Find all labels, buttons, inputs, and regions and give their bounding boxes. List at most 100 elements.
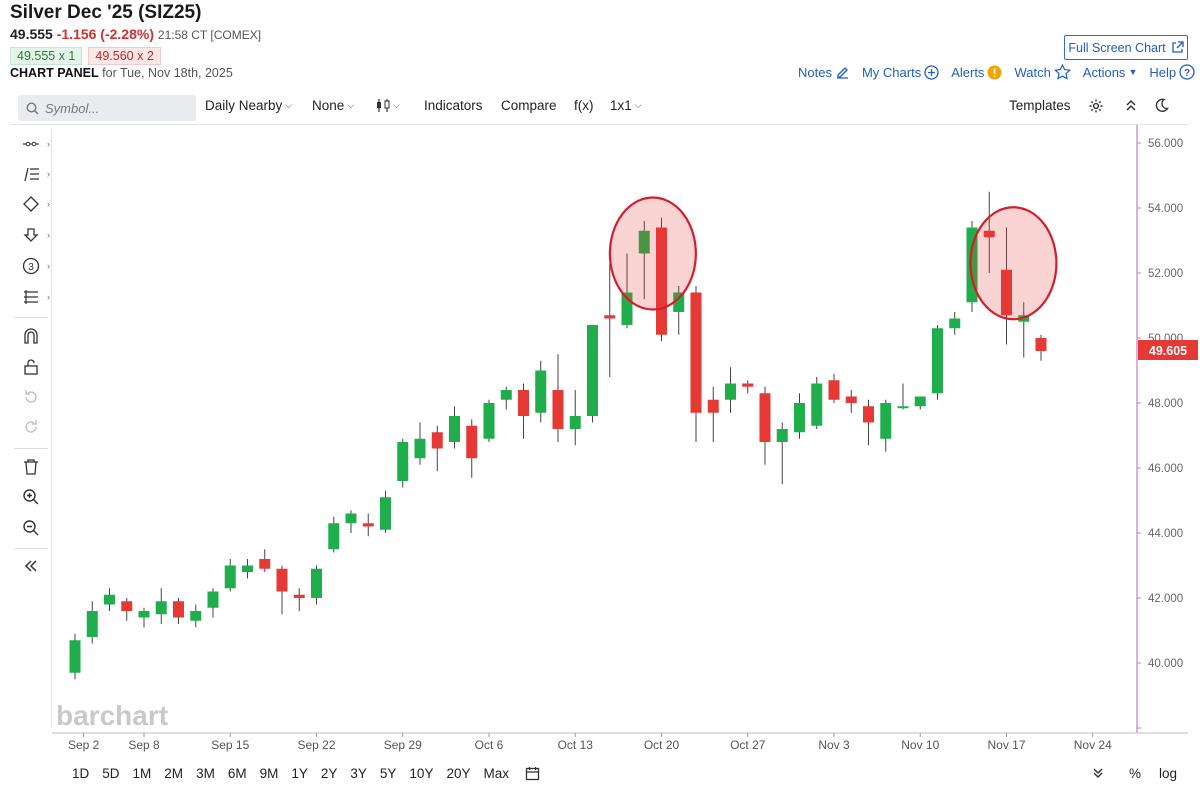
- zoom-in-button[interactable]: [10, 483, 52, 511]
- candle-body[interactable]: [742, 383, 754, 387]
- candle-body[interactable]: [1001, 269, 1012, 316]
- candle-body[interactable]: [569, 416, 581, 429]
- candle-body[interactable]: [914, 396, 926, 407]
- compare-button[interactable]: Compare: [501, 98, 557, 113]
- shape-tool[interactable]: ›: [10, 190, 52, 218]
- candle-body[interactable]: [259, 559, 271, 569]
- candle-body[interactable]: [500, 390, 512, 400]
- period-button-max[interactable]: Max: [483, 765, 509, 781]
- pen-tool[interactable]: ›: [10, 160, 52, 188]
- period-button-6m[interactable]: 6M: [227, 765, 247, 781]
- candle-body[interactable]: [949, 318, 961, 329]
- candle-body[interactable]: [983, 230, 995, 238]
- period-button-20y[interactable]: 20Y: [446, 765, 471, 781]
- chart-type-dropdown[interactable]: ⌵: [376, 98, 400, 113]
- period-button-1m[interactable]: 1M: [132, 765, 152, 781]
- period-button-1y[interactable]: 1Y: [291, 765, 308, 781]
- dark-mode-toggle[interactable]: [1154, 98, 1169, 113]
- period-button-10y[interactable]: 10Y: [409, 765, 434, 781]
- candle-body[interactable]: [86, 611, 98, 637]
- candle-body[interactable]: [673, 292, 685, 313]
- candle-body[interactable]: [725, 383, 736, 400]
- watch-link[interactable]: Watch: [1014, 64, 1071, 80]
- actions-menu[interactable]: Actions ▼: [1083, 65, 1138, 80]
- candle-body[interactable]: [138, 611, 150, 618]
- candle-body[interactable]: [845, 396, 857, 404]
- candle-body[interactable]: [483, 403, 495, 439]
- candle-body[interactable]: [811, 383, 823, 426]
- line-tool[interactable]: ›: [10, 130, 52, 158]
- candlestick-chart[interactable]: barchart: [52, 125, 1136, 733]
- help-link[interactable]: Help ?: [1149, 64, 1195, 80]
- candle-body[interactable]: [207, 591, 219, 608]
- templates-button[interactable]: Templates: [1009, 98, 1071, 113]
- candle-body[interactable]: [155, 601, 167, 615]
- settings-button[interactable]: [1088, 98, 1104, 114]
- candle-body[interactable]: [224, 565, 236, 589]
- magnet-tool[interactable]: [10, 322, 52, 350]
- calendar-icon[interactable]: [525, 766, 540, 781]
- candle-body[interactable]: [1035, 338, 1047, 351]
- candle-body[interactable]: [104, 594, 115, 605]
- collapse-header-button[interactable]: [1124, 98, 1138, 112]
- lock-tool[interactable]: [10, 353, 52, 381]
- candle-body[interactable]: [449, 416, 460, 442]
- price-axis[interactable]: 56.00054.00052.00050.00048.00046.00044.0…: [1136, 125, 1200, 735]
- period-button-3m[interactable]: 3M: [196, 765, 215, 781]
- period-button-9m[interactable]: 9M: [259, 765, 279, 781]
- candle-body[interactable]: [656, 227, 667, 335]
- period-button-5y[interactable]: 5Y: [379, 765, 397, 781]
- arrow-tool[interactable]: ›: [10, 221, 52, 249]
- candle-body[interactable]: [776, 429, 788, 442]
- candle-body[interactable]: [604, 315, 616, 319]
- fullscreen-chart-button[interactable]: Full Screen Chart: [1064, 35, 1188, 60]
- candle-body[interactable]: [863, 406, 874, 423]
- candle-body[interactable]: [276, 568, 288, 592]
- notes-link[interactable]: Notes: [798, 65, 850, 80]
- candle-body[interactable]: [638, 230, 650, 254]
- interval-dropdown[interactable]: Daily Nearby ⌵: [205, 98, 292, 113]
- time-axis[interactable]: Sep 2 Sep 8 Sep 15 Sep 22 Sep 29 Oct 6 Oct 13 O…: [52, 732, 1200, 754]
- redo-button[interactable]: [10, 413, 52, 441]
- candle-body[interactable]: [880, 403, 892, 439]
- candle-body[interactable]: [328, 523, 340, 550]
- candle-body[interactable]: [621, 292, 633, 326]
- candle-body[interactable]: [794, 403, 805, 433]
- candle-body[interactable]: [173, 601, 184, 618]
- percent-toggle[interactable]: %: [1129, 765, 1142, 781]
- my-charts-link[interactable]: My Charts: [862, 65, 939, 80]
- candle-body[interactable]: [897, 406, 909, 409]
- candle-body[interactable]: [966, 227, 978, 303]
- period-button-2m[interactable]: 2M: [164, 765, 184, 781]
- candle-body[interactable]: [380, 497, 391, 530]
- candle-body[interactable]: [121, 601, 133, 611]
- function-button[interactable]: f(x): [574, 98, 594, 113]
- period-button-1d[interactable]: 1D: [72, 765, 90, 781]
- period-button-3y[interactable]: 3Y: [350, 765, 367, 781]
- symbol-search[interactable]: Symbol...: [18, 95, 196, 121]
- fib-tool[interactable]: ›: [10, 283, 52, 311]
- candle-body[interactable]: [518, 390, 529, 416]
- candle-body[interactable]: [828, 380, 840, 400]
- undo-button[interactable]: [10, 383, 52, 411]
- period-button-2y[interactable]: 2Y: [320, 765, 338, 781]
- candle-body[interactable]: [587, 325, 598, 416]
- double-chevron-down-icon[interactable]: [1092, 767, 1104, 779]
- layout-dropdown[interactable]: 1x1 ⌵: [610, 98, 642, 113]
- candle-body[interactable]: [932, 328, 943, 394]
- overlay-dropdown[interactable]: None ⌵: [312, 98, 354, 113]
- candle-body[interactable]: [690, 292, 702, 413]
- candle-body[interactable]: [759, 393, 771, 442]
- candle-body[interactable]: [414, 438, 426, 459]
- period-button-5d[interactable]: 5D: [102, 765, 120, 781]
- indicators-button[interactable]: Indicators: [424, 98, 483, 113]
- delete-button[interactable]: [10, 453, 52, 481]
- count-tool[interactable]: 3 ›: [10, 252, 52, 280]
- candle-body[interactable]: [552, 390, 564, 429]
- candle-body[interactable]: [242, 565, 253, 573]
- candle-body[interactable]: [311, 568, 322, 598]
- candle-body[interactable]: [397, 442, 409, 481]
- alerts-link[interactable]: Alerts: [951, 65, 1002, 80]
- candle-body[interactable]: [345, 513, 357, 524]
- candle-body[interactable]: [293, 594, 305, 598]
